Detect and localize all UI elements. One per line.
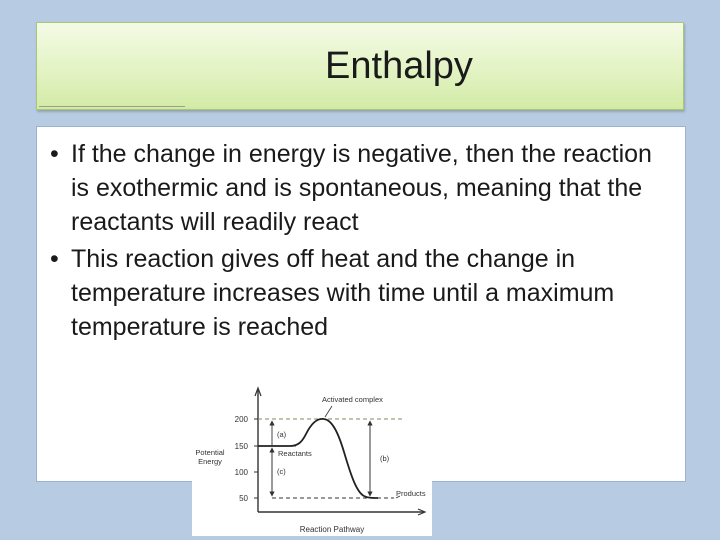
energy-diagram: 200 150 100 50 Potential Energy Reaction…	[192, 372, 432, 536]
slide-title: Enthalpy	[325, 45, 473, 87]
bullet-text-1: If the change in energy is negative, the…	[71, 140, 652, 236]
label-b: (b)	[380, 454, 390, 463]
title-placeholder: Enthalpy	[36, 22, 684, 110]
products-label: Products	[396, 489, 426, 498]
tick-label-200: 200	[235, 415, 249, 424]
label-a: (a)	[277, 430, 287, 439]
label-c: (c)	[277, 467, 286, 476]
reactants-label: Reactants	[278, 449, 312, 458]
activated-complex-label: Activated complex	[322, 395, 383, 404]
y-axis-label-line1: Potential	[195, 448, 225, 457]
x-axis-arrowhead	[417, 508, 427, 516]
y-axis-label-line2: Energy	[198, 457, 222, 466]
bullet-item-1: • If the change in energy is negative, t…	[50, 137, 671, 239]
tick-label-150: 150	[235, 442, 249, 451]
x-axis-label: Reaction Pathway	[300, 525, 364, 534]
bullet-icon: •	[50, 140, 59, 168]
tick-label-100: 100	[235, 468, 249, 477]
tick-label-50: 50	[239, 494, 248, 503]
energy-diagram-svg: 200 150 100 50 Potential Energy Reaction…	[195, 386, 427, 534]
activated-complex-pointer	[324, 405, 333, 418]
products-pointer	[395, 495, 401, 499]
bullet-item-2: • This reaction gives off heat and the c…	[50, 242, 671, 344]
y-axis-arrowhead	[254, 386, 262, 397]
content-placeholder: • If the change in energy is negative, t…	[36, 126, 686, 482]
energy-curve	[258, 417, 379, 499]
title-divider	[39, 106, 185, 107]
bullet-list: • If the change in energy is negative, t…	[37, 127, 685, 344]
bullet-text-2: This reaction gives off heat and the cha…	[71, 245, 615, 341]
bullet-icon: •	[50, 245, 59, 273]
